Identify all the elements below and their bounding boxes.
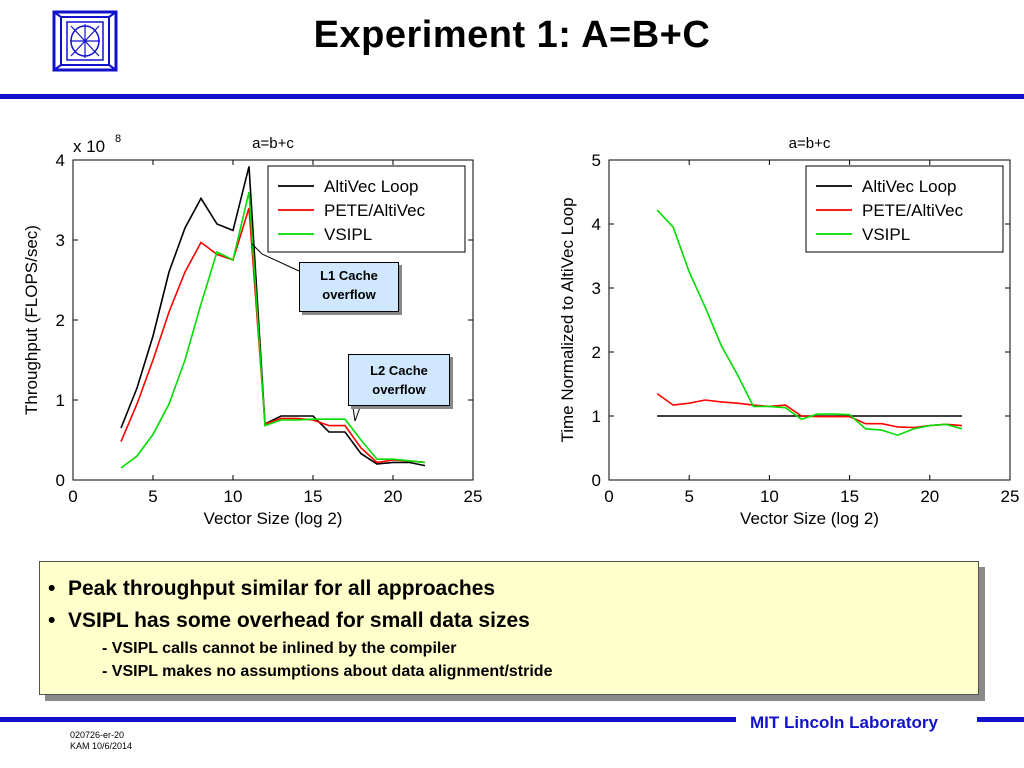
x-tick-label: 10 bbox=[224, 487, 243, 506]
x-tick-label: 25 bbox=[464, 487, 483, 506]
y-tick-label: 3 bbox=[592, 279, 601, 298]
y-tick-label: 4 bbox=[592, 215, 601, 234]
x-tick-label: 15 bbox=[304, 487, 323, 506]
normalized-time-chart-svg: a=b+c 0 5 10 15 20 25 0 1 2 3 4 5 Vector Size (log 2)… bbox=[558, 135, 1020, 528]
legend-label: AltiVec Loop bbox=[862, 177, 957, 196]
bullet-2: • VSIPL has some overhead for small data … bbox=[48, 609, 530, 633]
legend-label: VSIPL bbox=[324, 225, 372, 244]
throughput-chart-svg: a=b+c 0 5 10 15 20 25 0 1 2 3 4 Vector Size (log 2) T… bbox=[22, 133, 483, 528]
subbullet-1: - VSIPL calls cannot be inlined by the c… bbox=[102, 640, 457, 657]
subbullet-2: - VSIPL makes no assumptions about data … bbox=[102, 663, 553, 680]
y-axis-label: Throughput (FLOPS/sec) bbox=[22, 225, 41, 415]
bottom-divider-left bbox=[0, 717, 736, 722]
y-multiplier-label: x 10 bbox=[73, 137, 105, 156]
l1-callout-line-1: L1 Cache bbox=[320, 268, 378, 283]
chart-title: a=b+c bbox=[252, 135, 294, 152]
l1-callout-line-2: overflow bbox=[322, 287, 376, 302]
legend-label: PETE/AltiVec bbox=[324, 201, 426, 220]
y-tick-label: 3 bbox=[56, 231, 65, 250]
x-tick-label: 0 bbox=[68, 487, 77, 506]
x-tick-label: 25 bbox=[1001, 487, 1020, 506]
top-divider bbox=[0, 94, 1024, 99]
bullet-1: • Peak throughput similar for all approac… bbox=[48, 577, 495, 601]
y-tick-label: 0 bbox=[56, 471, 65, 490]
x-tick-label: 15 bbox=[840, 487, 859, 506]
x-tick-label: 5 bbox=[148, 487, 157, 506]
y-tick-label: 2 bbox=[592, 343, 601, 362]
series-line-1 bbox=[120, 166, 426, 467]
x-tick-label: 20 bbox=[384, 487, 403, 506]
y-tick-label: 2 bbox=[56, 311, 65, 330]
y-tick-label: 4 bbox=[56, 151, 65, 170]
throughput-chart: a=b+c 0 5 10 15 20 25 0 1 2 3 4 Vector Size (log 2) T… bbox=[0, 126, 512, 546]
series-line-2 bbox=[120, 207, 426, 464]
bottom-divider-right bbox=[977, 717, 1024, 722]
x-axis-label: Vector Size (log 2) bbox=[740, 509, 879, 528]
y-tick-label: 1 bbox=[592, 407, 601, 426]
y-tick-label: 5 bbox=[592, 151, 601, 170]
x-tick-label: 0 bbox=[604, 487, 613, 506]
l2-callout-line-2: overflow bbox=[372, 382, 426, 397]
x-tick-label: 5 bbox=[684, 487, 693, 506]
l1-callout-pointer bbox=[251, 243, 300, 272]
legend-box bbox=[805, 165, 1004, 253]
legend-box bbox=[267, 165, 466, 253]
footer-code: 020726-er-20 KAM 10/6/2014 bbox=[70, 730, 132, 752]
normalized-time-chart: a=b+c 0 5 10 15 20 25 0 1 2 3 4 5 Vector Size (log 2)… bbox=[512, 126, 1024, 546]
legend-label: PETE/AltiVec bbox=[862, 201, 964, 220]
x-tick-label: 20 bbox=[920, 487, 939, 506]
bullet-1-text: Peak throughput similar for all approach… bbox=[68, 577, 496, 600]
series-line-3 bbox=[120, 191, 426, 469]
footer-lab-name: MIT Lincoln Laboratory bbox=[750, 713, 938, 732]
l1-cache-callout: L1 Cache overflow bbox=[299, 262, 399, 312]
y-tick-label: 0 bbox=[592, 471, 601, 490]
legend-label: VSIPL bbox=[862, 225, 910, 244]
y-tick-label: 1 bbox=[56, 391, 65, 410]
y-multiplier-exponent: 8 bbox=[115, 133, 121, 145]
notes-box: • Peak throughput similar for all approac… bbox=[39, 561, 979, 695]
y-axis-label: Time Normalized to AltiVec Loop bbox=[558, 197, 577, 442]
l2-callout-line-1: L2 Cache bbox=[370, 363, 428, 378]
bullet-dot: • bbox=[48, 577, 56, 600]
x-axis-label: Vector Size (log 2) bbox=[204, 509, 343, 528]
x-tick-label: 10 bbox=[760, 487, 779, 506]
l2-cache-callout: L2 Cache overflow bbox=[348, 354, 450, 406]
bullet-dot: • bbox=[48, 609, 56, 632]
footer-code-line-1: 020726-er-20 bbox=[70, 730, 125, 740]
footer-code-line-2: KAM 10/6/2014 bbox=[70, 741, 133, 751]
bullet-2-text: VSIPL has some overhead for small data s… bbox=[68, 609, 530, 632]
legend-label: AltiVec Loop bbox=[324, 177, 419, 196]
mit-ll-logo-icon bbox=[52, 10, 118, 72]
series-line-3 bbox=[656, 209, 963, 437]
chart-title: a=b+c bbox=[789, 135, 831, 152]
page-title: Experiment 1: A=B+C bbox=[313, 14, 711, 56]
